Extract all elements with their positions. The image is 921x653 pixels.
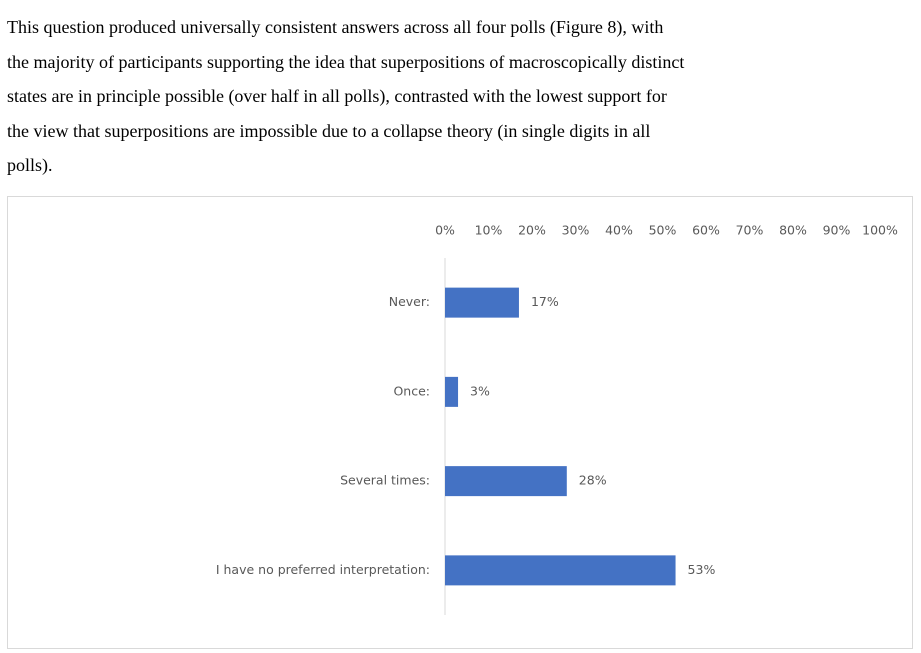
paragraph-line: polls). bbox=[7, 155, 53, 175]
x-tick-label: 0% bbox=[435, 223, 455, 238]
bar bbox=[445, 287, 519, 318]
paragraph-line: states are in principle possible (over h… bbox=[7, 86, 667, 106]
value-label: 3% bbox=[470, 383, 490, 398]
x-tick-label: 30% bbox=[562, 223, 590, 238]
bar bbox=[445, 555, 676, 586]
value-label: 28% bbox=[579, 473, 607, 488]
value-label: 53% bbox=[688, 562, 716, 577]
paragraph-line: This question produced universally consi… bbox=[7, 17, 664, 37]
x-tick-label: 20% bbox=[518, 223, 546, 238]
x-tick-label: 70% bbox=[736, 223, 764, 238]
x-tick-label: 80% bbox=[779, 223, 807, 238]
x-tick-label: 10% bbox=[475, 223, 503, 238]
x-tick-label: 40% bbox=[605, 223, 633, 238]
bar bbox=[445, 466, 567, 497]
paragraph-line: the majority of participants supporting … bbox=[7, 51, 685, 72]
category-label: Once: bbox=[393, 383, 430, 398]
x-tick-label: 100% bbox=[862, 223, 898, 238]
x-tick-label: 50% bbox=[649, 223, 677, 238]
value-label: 17% bbox=[531, 294, 559, 309]
x-tick-label: 60% bbox=[692, 223, 720, 238]
paragraph-line: the view that superpositions are impossi… bbox=[7, 120, 651, 141]
category-label: I have no preferred interpretation: bbox=[216, 562, 430, 577]
category-label: Never: bbox=[389, 294, 430, 309]
bar bbox=[445, 376, 459, 407]
x-tick-label: 90% bbox=[823, 223, 851, 238]
category-label: Several times: bbox=[340, 473, 430, 488]
